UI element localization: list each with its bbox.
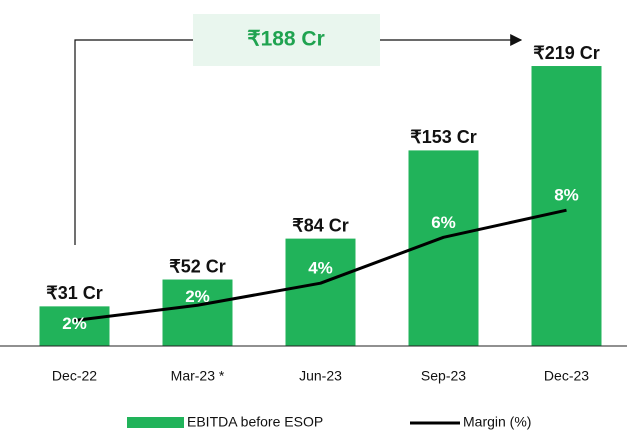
bar (39, 306, 110, 346)
x-tick-label: Mar-23 * (171, 368, 225, 384)
margin-label: 2% (185, 287, 210, 306)
x-tick-label: Sep-23 (421, 368, 466, 384)
bar-label: ₹52 Cr (169, 256, 225, 276)
bar (162, 279, 233, 346)
legend-swatch (127, 417, 184, 428)
legend-label: EBITDA before ESOP (187, 414, 323, 430)
bar-label: ₹31 Cr (46, 283, 102, 303)
margin-label: 8% (554, 186, 579, 205)
legend-label: Margin (%) (463, 414, 531, 430)
annotation: ₹188 Cr (247, 28, 325, 51)
margin-label: 4% (308, 259, 333, 278)
bar-label: ₹219 Cr (533, 43, 600, 63)
annotation-box (193, 14, 380, 66)
growth-connector (74, 39, 193, 245)
bar (408, 150, 479, 346)
margin-label: 6% (431, 213, 456, 232)
margin-line (74, 208, 567, 323)
bar (531, 66, 602, 346)
x-tick-label: Dec-23 (544, 368, 589, 384)
x-tick-label: Dec-22 (52, 368, 97, 384)
x-tick-label: Jun-23 (299, 368, 342, 384)
bar-label: ₹84 Cr (292, 215, 348, 235)
margin-label: 2% (62, 314, 87, 333)
bar-label: ₹153 Cr (410, 127, 477, 147)
bar (285, 238, 356, 346)
